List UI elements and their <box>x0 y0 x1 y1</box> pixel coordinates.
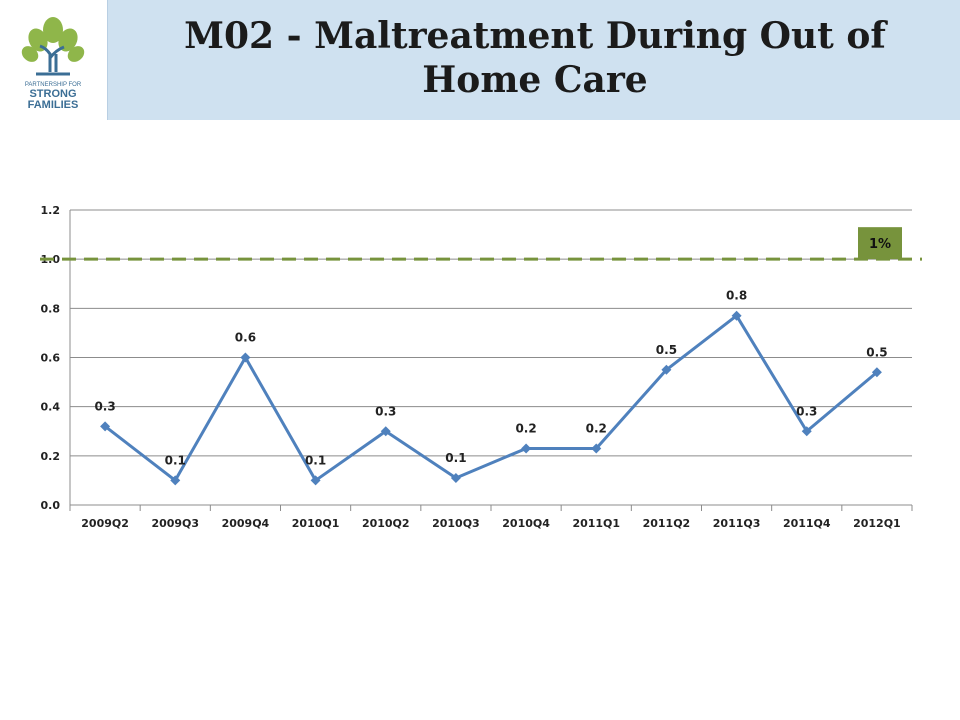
data-point <box>871 367 882 378</box>
data-label: 0.5 <box>656 343 677 357</box>
x-tick-label: 2011Q4 <box>783 517 831 530</box>
y-tick-label: 1.2 <box>41 204 61 217</box>
data-point <box>100 421 111 432</box>
data-label: 0.3 <box>94 399 115 413</box>
x-tick-label: 2011Q2 <box>643 517 691 530</box>
x-tick-label: 2010Q1 <box>292 517 340 530</box>
data-label: 0.8 <box>726 289 747 303</box>
x-tick-label: 2010Q3 <box>432 517 480 530</box>
data-label: 0.6 <box>235 331 256 345</box>
logo: PARTNERSHIP FOR STRONG FAMILIES <box>0 0 108 120</box>
data-label: 0.2 <box>515 421 536 435</box>
x-tick-label: 2009Q2 <box>81 517 129 530</box>
x-tick-label: 2009Q3 <box>151 517 199 530</box>
logo-line2: STRONG <box>29 88 76 100</box>
data-label: 0.5 <box>866 345 887 359</box>
data-point <box>170 475 181 486</box>
header-band: PARTNERSHIP FOR STRONG FAMILIES M02 - Ma… <box>0 0 960 120</box>
target-badge <box>858 227 902 260</box>
data-label: 0.3 <box>375 404 396 418</box>
data-point <box>731 310 742 321</box>
y-tick-label: 0.8 <box>41 302 61 315</box>
y-tick-label: 0.2 <box>41 450 61 463</box>
x-tick-label: 2010Q2 <box>362 517 410 530</box>
data-point <box>591 443 602 454</box>
x-tick-label: 2009Q4 <box>222 517 270 530</box>
data-label: 0.1 <box>165 453 186 467</box>
data-point <box>661 364 672 375</box>
series-line <box>104 314 878 482</box>
target-label: 1% <box>869 237 891 252</box>
data-label: 0.1 <box>305 453 326 467</box>
data-point <box>240 352 251 363</box>
x-tick-label: 2011Q1 <box>572 517 620 530</box>
page-title: M02 - Maltreatment During Out of Home Ca… <box>184 15 886 101</box>
data-label: 0.2 <box>586 421 607 435</box>
logo-line3: FAMILIES <box>28 99 79 111</box>
data-point <box>450 472 461 483</box>
x-tick-label: 2011Q3 <box>713 517 761 530</box>
tree-logo-icon: PARTNERSHIP FOR STRONG FAMILIES <box>21 17 85 111</box>
data-point <box>521 443 532 454</box>
line-chart: 0.00.20.40.60.81.01.22009Q22009Q32009Q42… <box>40 204 922 530</box>
logo-line1: PARTNERSHIP FOR <box>25 82 82 88</box>
y-tick-label: 0.4 <box>41 401 61 414</box>
y-tick-label: 0.6 <box>41 352 61 365</box>
data-label: 0.3 <box>796 404 817 418</box>
data-point <box>310 475 321 486</box>
data-label: 0.1 <box>445 451 466 465</box>
data-point <box>380 426 391 437</box>
y-tick-label: 0.0 <box>41 499 61 512</box>
x-tick-label: 2012Q1 <box>853 517 901 530</box>
x-tick-label: 2010Q4 <box>502 517 550 530</box>
data-point <box>801 426 812 437</box>
